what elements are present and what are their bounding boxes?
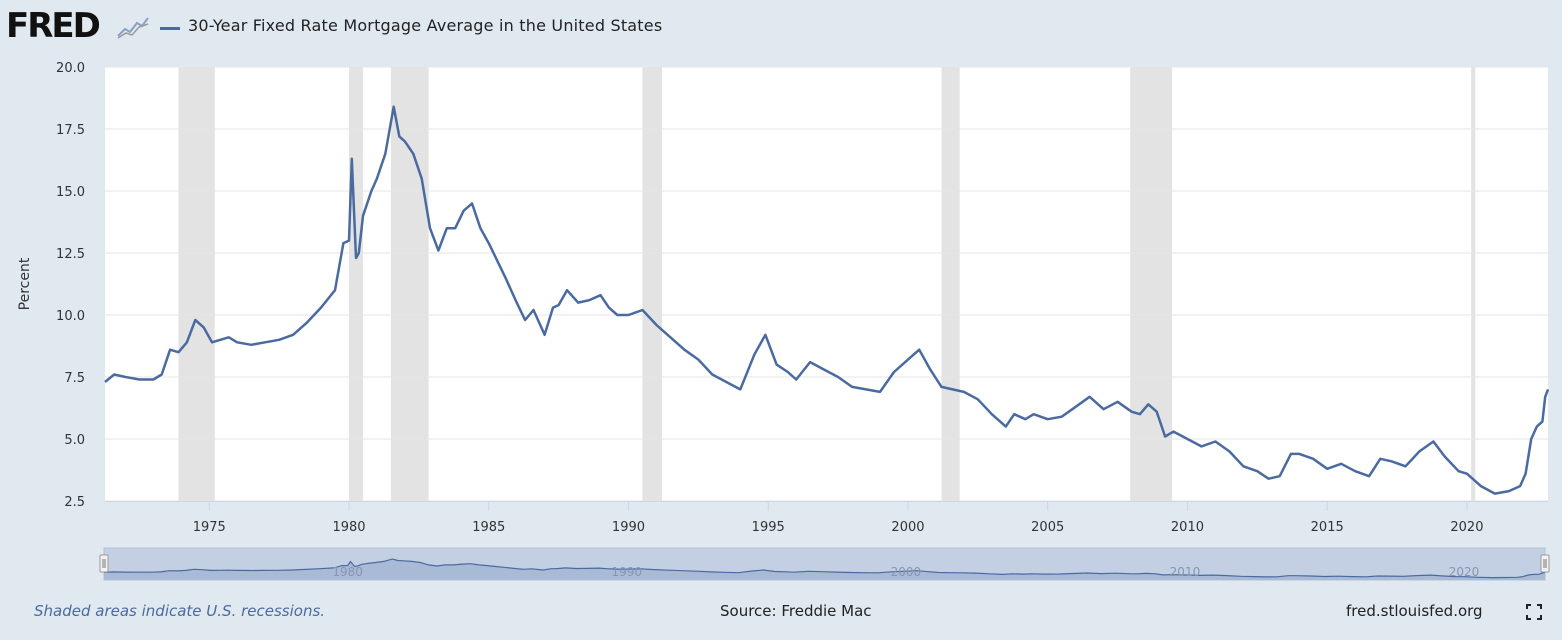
fred-logo[interactable]: FRED [6, 6, 101, 46]
recession-band [1130, 67, 1173, 501]
navigator-label: 2000 [891, 565, 922, 579]
x-tick-label: 1990 [612, 520, 645, 535]
x-tick-label: 1995 [752, 520, 785, 535]
y-tick-label: 2.5 [64, 495, 85, 510]
x-tick-label: 2015 [1311, 520, 1344, 535]
navigator-label: 1980 [332, 565, 363, 579]
navigator-line [103, 558, 1546, 579]
fullscreen-icon[interactable] [1526, 604, 1542, 620]
navigator-handle-right[interactable] [1540, 554, 1550, 573]
y-tick-label: 5.0 [64, 433, 85, 448]
recession-band [390, 67, 429, 501]
x-tick-label: 2000 [891, 520, 924, 535]
x-tick-label: 2020 [1450, 520, 1483, 535]
x-tick-label: 1975 [193, 520, 226, 535]
x-tick-label: 1985 [472, 520, 505, 535]
y-tick-label: 7.5 [64, 371, 85, 386]
recession-band [1471, 67, 1476, 501]
mortgage-rate-chart[interactable]: 2.5 5.0 7.5 10.0 12.5 15.0 17.5 20.0 Percent 1975… [0, 0, 1562, 600]
legend-line-swatch [160, 27, 180, 30]
navigator-label: 1990 [611, 565, 642, 579]
recession-band [348, 67, 363, 501]
recession-band [178, 67, 215, 501]
x-tick-label: 2005 [1031, 520, 1064, 535]
plot-area [105, 67, 1548, 501]
navigator-handle-left[interactable] [99, 554, 109, 573]
chart-title: 30-Year Fixed Rate Mortgage Average in t… [188, 16, 663, 35]
sparkline-icon [116, 14, 150, 40]
x-tick-label: 1980 [332, 520, 365, 535]
recession-band [642, 67, 663, 501]
navigator-label: 2020 [1449, 565, 1480, 579]
x-tick-label: 2010 [1171, 520, 1204, 535]
fred-link[interactable]: fred.stlouisfed.org [1346, 602, 1483, 620]
navigator-label: 2010 [1170, 565, 1201, 579]
series-line [104, 105, 1550, 495]
y-axis-label: Percent [17, 257, 33, 310]
y-tick-label: 10.0 [56, 309, 85, 324]
chart-header: FRED 30-Year Fixed Rate Mortgage Average… [0, 0, 1562, 56]
y-tick-label: 17.5 [56, 123, 85, 138]
source-label: Source: Freddie Mac [720, 602, 872, 620]
y-tick-label: 12.5 [56, 247, 85, 262]
recession-note: Shaded areas indicate U.S. recessions. [34, 602, 326, 620]
y-tick-label: 15.0 [56, 185, 85, 200]
recession-band [941, 67, 960, 501]
y-tick-label: 20.0 [56, 61, 85, 76]
